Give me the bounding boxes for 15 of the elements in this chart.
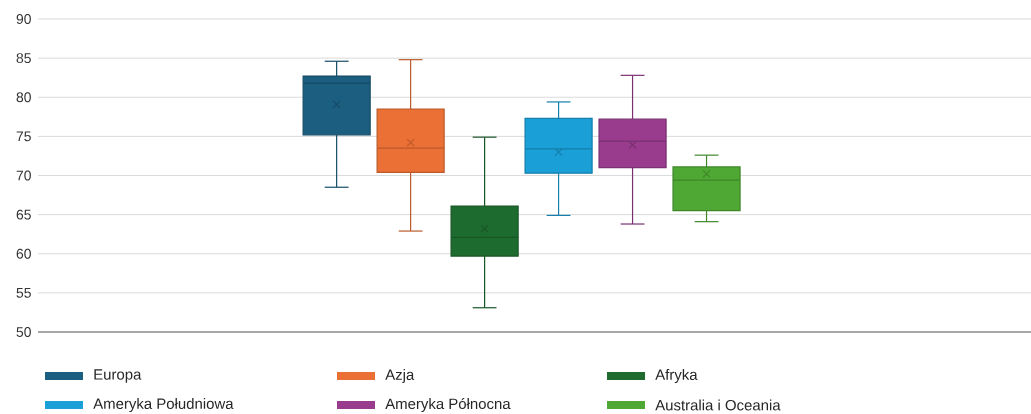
y-tick-label: 65 xyxy=(16,209,31,220)
y-tick-label: 70 xyxy=(16,170,31,181)
y-tick-label: 60 xyxy=(16,248,31,259)
y-tick-label: 80 xyxy=(16,92,31,103)
legend-label: Afryka xyxy=(655,369,698,383)
legend-label: Europa xyxy=(94,369,142,383)
legend-label: Australia i Oceania xyxy=(655,399,781,411)
y-tick-label: 50 xyxy=(16,327,31,337)
y-tick-label: 85 xyxy=(16,53,31,64)
y-tick-label: 90 xyxy=(16,14,31,24)
y-tick-label: 55 xyxy=(16,288,31,298)
legend-label: Azja xyxy=(385,369,415,383)
y-tick-label: 75 xyxy=(16,131,31,142)
legend-label: Ameryka Północna xyxy=(385,397,511,413)
legend-label: Ameryka Południowa xyxy=(93,398,234,412)
